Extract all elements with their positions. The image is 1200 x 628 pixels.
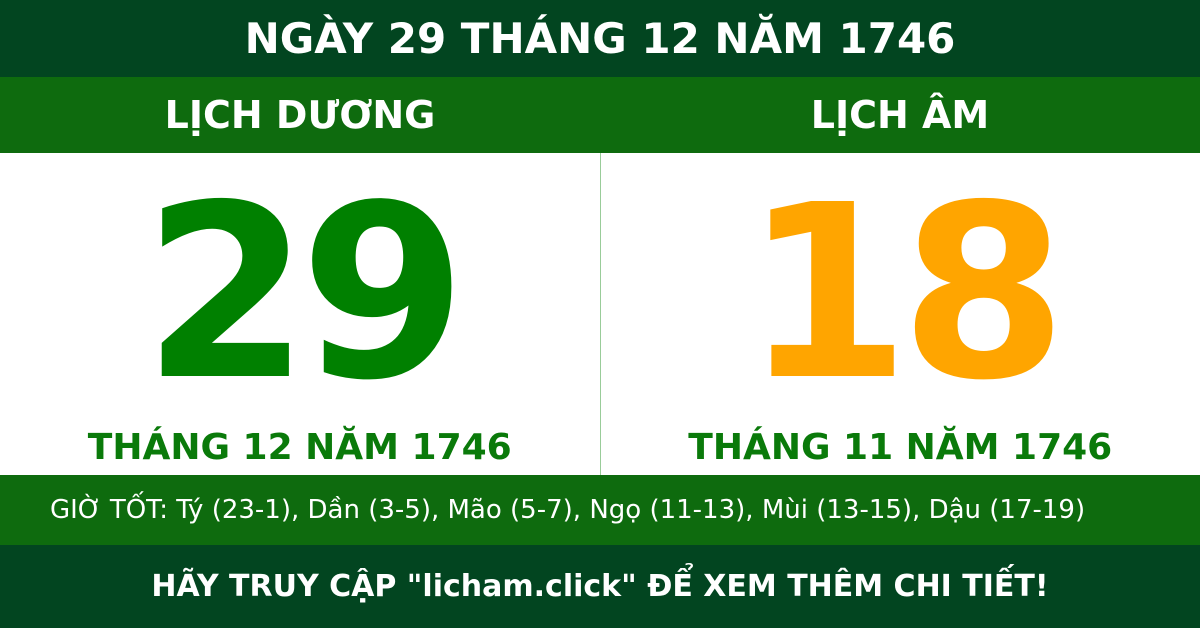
- solar-column: 29 THÁNG 12 NĂM 1746: [0, 153, 600, 475]
- page-title: NGÀY 29 THÁNG 12 NĂM 1746: [0, 0, 1200, 77]
- lunar-column: 18 THÁNG 11 NĂM 1746: [599, 153, 1200, 475]
- footer-cta: HÃY TRUY CẬP "licham.click" ĐỂ XEM THÊM …: [0, 545, 1200, 628]
- solar-heading: LỊCH DƯƠNG: [164, 93, 436, 137]
- lunar-day: 18: [743, 153, 1067, 433]
- solar-month-year: THÁNG 12 NĂM 1746: [87, 427, 512, 468]
- good-hours: GIỜ TỐT: Tý (23-1), Dần (3-5), Mão (5-7)…: [0, 475, 1200, 545]
- solar-day: 29: [142, 153, 467, 433]
- lunar-heading: LỊCH ÂM: [810, 93, 990, 137]
- lunar-month-year: THÁNG 11 NĂM 1746: [688, 427, 1113, 468]
